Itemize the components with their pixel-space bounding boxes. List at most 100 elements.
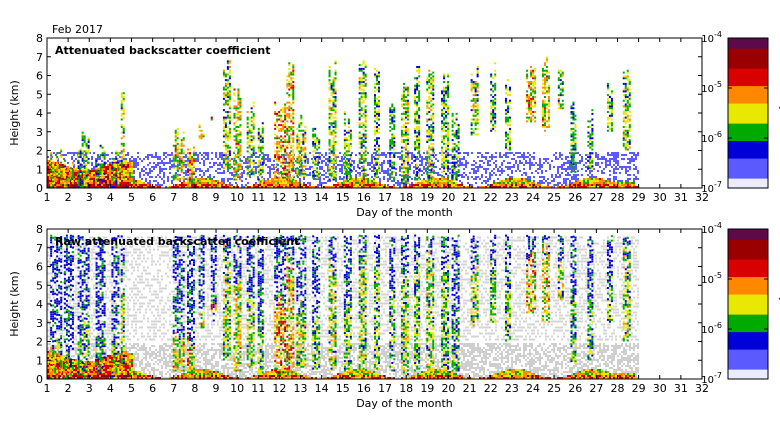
x-tick-label: 22 [484,382,498,395]
x-tick-label: 25 [547,382,561,395]
x-tick-label: 13 [294,382,308,395]
x-tick-label: 19 [420,382,434,395]
x-tick-label: 9 [213,191,220,204]
x-tick-label: 27 [589,191,603,204]
colorbar: 10-710-610-510-4m-1sr-1 [701,30,780,195]
x-tick-label: 7 [170,382,177,395]
x-tick-label: 16 [357,191,371,204]
y-tick-label: 1 [36,163,43,176]
colorbar-tick-label: 10-6 [701,321,722,336]
x-tick-label: 4 [107,382,114,395]
x-tick-label: 28 [610,191,624,204]
x-tick-label: 23 [505,191,519,204]
x-tick-label: 11 [251,191,265,204]
x-tick-label: 8 [191,382,198,395]
colorbar-tick-label: 10-6 [701,130,722,145]
x-tick-label: 5 [128,191,135,204]
x-tick-label: 25 [547,191,561,204]
x-tick-label: 27 [589,382,603,395]
x-axis-label: Day of the month [356,397,453,410]
x-tick-label: 10 [230,191,244,204]
x-tick-label: 31 [674,191,688,204]
x-tick-label: 16 [357,382,371,395]
y-tick-label: 8 [36,32,43,45]
y-tick-label: 1 [36,354,43,367]
x-tick-label: 29 [632,382,646,395]
colorbar-tick-label: 10-7 [701,371,722,386]
y-tick-label: 6 [36,70,43,83]
x-tick-label: 9 [213,382,220,395]
period-label: Feb 2017 [52,23,103,36]
x-tick-label: 19 [420,191,434,204]
y-tick-label: 8 [36,223,43,236]
x-tick-label: 14 [315,191,329,204]
y-tick-label: 7 [36,51,43,64]
x-tick-label: 17 [378,382,392,395]
y-tick-label: 5 [36,279,43,292]
y-tick-label: 2 [36,145,43,158]
x-tick-label: 14 [315,382,329,395]
x-tick-label: 24 [526,191,540,204]
x-tick-label: 22 [484,191,498,204]
x-tick-label: 3 [86,191,93,204]
x-tick-label: 23 [505,382,519,395]
x-tick-label: 29 [632,191,646,204]
y-axis-label: Height (km) [8,271,21,337]
x-tick-label: 12 [272,191,286,204]
colorbar-tick-label: 10-7 [701,180,722,195]
y-tick-label: 6 [36,261,43,274]
x-tick-label: 21 [463,191,477,204]
y-tick-label: 3 [36,317,43,330]
x-tick-label: 2 [65,382,72,395]
x-tick-label: 13 [294,191,308,204]
x-tick-label: 1 [44,382,51,395]
y-tick-label: 4 [36,298,43,311]
x-tick-label: 3 [86,382,93,395]
y-axis-label: Height (km) [8,80,21,146]
x-tick-label: 12 [272,382,286,395]
x-tick-label: 10 [230,382,244,395]
x-tick-label: 18 [399,382,413,395]
colorbar-tick-label: 10-5 [701,80,722,95]
x-tick-label: 28 [610,382,624,395]
x-tick-label: 5 [128,382,135,395]
colorbar-tick-label: 10-5 [701,271,722,286]
x-tick-label: 11 [251,382,265,395]
x-tick-label: 6 [149,382,156,395]
y-tick-label: 4 [36,107,43,120]
colorbar-tick-label: 10-4 [701,221,722,236]
x-tick-label: 8 [191,191,198,204]
x-tick-label: 4 [107,191,114,204]
y-tick-label: 5 [36,88,43,101]
x-tick-label: 30 [653,382,667,395]
x-tick-label: 1 [44,191,51,204]
x-tick-label: 30 [653,191,667,204]
x-tick-label: 7 [170,191,177,204]
x-tick-label: 6 [149,191,156,204]
x-tick-label: 31 [674,382,688,395]
x-tick-label: 26 [568,191,582,204]
colorbar: 10-710-610-510-4m-1sr-1 [701,221,780,386]
x-tick-label: 20 [441,191,455,204]
x-tick-label: 18 [399,191,413,204]
x-axis-label: Day of the month [356,206,453,219]
x-tick-label: 21 [463,382,477,395]
y-tick-label: 3 [36,126,43,139]
colorbar-tick-label: 10-4 [701,30,722,45]
x-tick-label: 15 [336,382,350,395]
y-tick-label: 7 [36,242,43,255]
y-tick-label: 2 [36,336,43,349]
x-tick-label: 2 [65,191,72,204]
x-tick-label: 17 [378,191,392,204]
x-tick-label: 26 [568,382,582,395]
x-tick-label: 20 [441,382,455,395]
panel-title: Raw attenuated backscatter coefficient [55,235,299,248]
x-tick-label: 24 [526,382,540,395]
x-tick-label: 15 [336,191,350,204]
y-tick-label: 0 [36,373,43,386]
panel-title: Attenuated backscatter coefficient [55,44,271,57]
